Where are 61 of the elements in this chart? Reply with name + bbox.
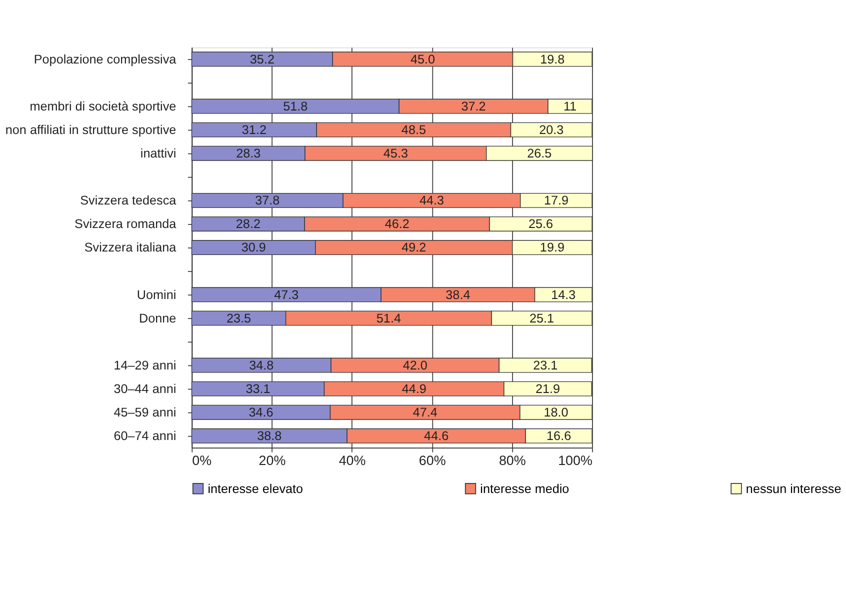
data-label: 23.1 <box>533 358 558 372</box>
data-label: 34.6 <box>248 406 274 420</box>
data-label: 17.9 <box>544 194 568 208</box>
data-label: 25.1 <box>530 311 554 326</box>
data-label: 19.8 <box>540 52 565 66</box>
data-label: 37.2 <box>461 99 486 114</box>
y-tick-label: 14–29 anni <box>114 358 176 372</box>
data-label: 19.9 <box>540 240 564 255</box>
legend-label: interesse elevato <box>208 482 304 496</box>
data-label: 46.2 <box>384 217 410 232</box>
y-tick-label: Donne <box>139 311 176 326</box>
data-label: 44.9 <box>402 382 426 396</box>
data-label: 26.5 <box>527 146 552 161</box>
x-tick-label: 40% <box>338 452 366 468</box>
data-label: 44.6 <box>424 429 449 444</box>
data-label: 49.2 <box>402 240 426 255</box>
data-label: 30.9 <box>241 240 266 255</box>
data-label: 38.8 <box>257 429 282 444</box>
data-label: 45.0 <box>410 52 435 66</box>
data-label: 31.2 <box>242 123 266 138</box>
y-tick-label: 45–59 anni <box>114 406 176 420</box>
data-label: 42.0 <box>402 358 428 372</box>
data-label: 48.5 <box>401 123 426 138</box>
y-tick-label: 60–74 anni <box>114 429 176 444</box>
data-label: 33.1 <box>246 382 270 396</box>
data-label: 45.3 <box>383 146 408 161</box>
y-tick-label: Svizzera romanda <box>74 217 178 232</box>
data-label: 34.8 <box>249 358 274 372</box>
data-label: 28.3 <box>236 146 261 161</box>
y-tick-label: Svizzera italiana <box>84 240 178 255</box>
data-label: 51.4 <box>376 311 401 326</box>
y-tick-label: membri di società sportive <box>30 99 176 114</box>
data-label: 47.4 <box>412 406 438 420</box>
x-tick-label: 100% <box>558 452 592 468</box>
x-tick-label: 80% <box>498 452 526 468</box>
data-label: 28.2 <box>236 217 260 232</box>
y-tick-label: Uomini <box>136 288 176 302</box>
data-label: 44.3 <box>419 194 444 208</box>
legend-label: interesse medio <box>480 482 570 496</box>
y-tick-label: inattivi <box>140 146 176 161</box>
data-label: 35.2 <box>250 52 274 66</box>
y-tick-label: non affiliati in strutture sportive <box>5 123 176 138</box>
data-label: 25.6 <box>528 217 554 232</box>
data-label: 38.4 <box>446 288 470 302</box>
data-label: 11 <box>563 99 577 114</box>
data-label: 47.3 <box>274 288 299 302</box>
data-label: 23.5 <box>226 311 252 326</box>
x-tick-label: 0% <box>192 452 212 468</box>
data-label: 37.8 <box>255 194 280 208</box>
data-label: 51.8 <box>283 99 308 114</box>
data-label: 21.9 <box>536 382 560 396</box>
y-tick-label: Popolazione complessiva <box>34 52 178 66</box>
data-label: 16.6 <box>546 429 572 444</box>
legend-label: nessun interesse <box>746 482 842 496</box>
y-tick-label: Svizzera tedesca <box>80 194 178 208</box>
data-label: 20.3 <box>539 123 564 138</box>
x-tick-label: 20% <box>258 452 286 468</box>
y-tick-label: 30–44 anni <box>114 382 176 396</box>
x-tick-label: 60% <box>418 452 446 468</box>
data-label: 14.3 <box>551 288 576 302</box>
data-label: 18.0 <box>544 406 568 420</box>
